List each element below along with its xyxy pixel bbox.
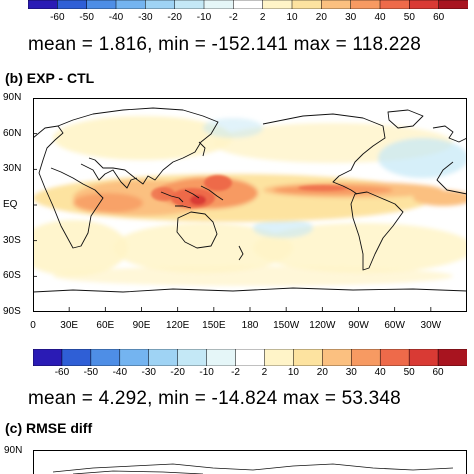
lon-tick-label: 120E bbox=[165, 320, 190, 331]
colorbar-tick-label: 2 bbox=[261, 367, 268, 378]
panel-b-stats: mean = 4.292, min = -14.824 max = 53.348 bbox=[28, 388, 401, 409]
colorbar-segment bbox=[90, 349, 121, 366]
colorbar-segment bbox=[409, 0, 440, 9]
colorbar-tick-label: 40 bbox=[374, 12, 386, 23]
colorbar-segment bbox=[291, 0, 322, 9]
lon-tick-label: 90W bbox=[348, 320, 369, 331]
lon-tick-label: 30W bbox=[420, 320, 442, 331]
colorbar-tick-label: -2 bbox=[231, 367, 240, 378]
colorbar-tick-label: -30 bbox=[138, 12, 153, 23]
colorbar-segment bbox=[437, 349, 467, 366]
colorbar-segment bbox=[235, 349, 266, 366]
colorbar-tick-label: 50 bbox=[403, 12, 415, 23]
map-panel-b bbox=[33, 98, 467, 312]
lon-tick-label: 30E bbox=[60, 320, 79, 331]
colorbar-segment bbox=[293, 349, 323, 366]
colorbar-tick-label: -40 bbox=[108, 12, 124, 23]
colorbar-tick-label: -30 bbox=[141, 367, 156, 378]
lat-tick-label: EQ bbox=[3, 199, 18, 210]
colorbar-top bbox=[28, 0, 468, 9]
colorbar-tick-label: 50 bbox=[403, 367, 415, 378]
colorbar-tick-label: 40 bbox=[374, 367, 386, 378]
colorbar-segment bbox=[61, 349, 92, 366]
colorbar-tick-label: -50 bbox=[79, 12, 94, 23]
colorbar-tick-label: 60 bbox=[432, 367, 444, 378]
colorbar-segment bbox=[379, 349, 410, 366]
colorbar-tick-label: 30 bbox=[345, 367, 357, 378]
lon-tick-label: 150W bbox=[273, 320, 300, 331]
lat-tick-label: 30N bbox=[3, 163, 22, 175]
panel-c-lat-label: 90N bbox=[4, 445, 23, 456]
colorbar-tick-label: 30 bbox=[345, 12, 357, 23]
colorbar-tick-label: -10 bbox=[196, 12, 212, 23]
colorbar-segment bbox=[322, 349, 352, 366]
colorbar-segment bbox=[206, 349, 237, 366]
colorbar-tick-label: -40 bbox=[112, 367, 128, 378]
lat-tick-label: 30S bbox=[3, 234, 21, 246]
colorbar-segment bbox=[115, 0, 146, 9]
colorbar-tick-label: -50 bbox=[83, 367, 99, 378]
map-panel-c bbox=[33, 450, 467, 474]
colorbar-tick-label: -20 bbox=[167, 12, 182, 23]
colorbar-tick-label: 60 bbox=[433, 12, 445, 23]
colorbar-segment bbox=[264, 349, 294, 366]
colorbar-segment bbox=[119, 349, 150, 366]
colorbar-tick-label: -60 bbox=[54, 367, 70, 378]
colorbar-segment bbox=[86, 0, 117, 9]
colorbar-segment bbox=[57, 0, 88, 9]
anomaly-field-light bbox=[33, 116, 467, 286]
panel-a-stats: mean = 1.816, min = -152.141 max = 118.2… bbox=[28, 34, 422, 55]
colorbar-segment bbox=[351, 349, 381, 366]
panel-b-title: (b) EXP - CTL bbox=[5, 70, 95, 86]
colorbar-segment bbox=[262, 0, 293, 9]
colorbar-segment bbox=[350, 0, 381, 9]
colorbar-bottom bbox=[33, 349, 467, 366]
colorbar-tick-label: 10 bbox=[286, 12, 298, 23]
lon-tick-label: 180 bbox=[241, 320, 259, 331]
colorbar-tick-label: -20 bbox=[170, 367, 185, 378]
lat-tick-label: 90S bbox=[3, 306, 21, 317]
colorbar-segment bbox=[177, 349, 208, 366]
coastlines bbox=[33, 107, 467, 293]
lon-tick-label: 0 bbox=[30, 320, 36, 331]
colorbar-segment bbox=[438, 0, 468, 9]
colorbar-segment bbox=[408, 349, 439, 366]
colorbar-tick-label: 20 bbox=[315, 12, 327, 23]
lat-tick-label: 90N bbox=[3, 92, 22, 103]
colorbar-segment bbox=[321, 0, 352, 9]
lon-tick-label: 120W bbox=[309, 320, 336, 331]
colorbar-tick-label: 20 bbox=[316, 367, 328, 378]
colorbar-segment bbox=[233, 0, 264, 9]
colorbar-segment bbox=[203, 0, 234, 9]
lon-tick-label: 90E bbox=[132, 320, 151, 331]
colorbar-segment bbox=[174, 0, 205, 9]
colorbar-segment bbox=[379, 0, 410, 9]
colorbar-tick-label: -2 bbox=[228, 12, 238, 23]
colorbar-segment bbox=[145, 0, 176, 9]
lon-tick-label: 60W bbox=[384, 320, 405, 331]
panel-c-title: (c) RMSE diff bbox=[5, 420, 93, 436]
colorbar-tick-label: 2 bbox=[259, 12, 266, 23]
lat-tick-label: 60S bbox=[3, 270, 21, 282]
colorbar-tick-label: -10 bbox=[199, 367, 214, 378]
colorbar-tick-label: -60 bbox=[50, 12, 65, 23]
colorbar-segment bbox=[33, 349, 63, 366]
colorbar-tick-label: 10 bbox=[287, 367, 299, 378]
colorbar-segment bbox=[148, 349, 179, 366]
lat-tick-label: 60N bbox=[3, 127, 22, 139]
anomaly-field-maxima bbox=[151, 175, 348, 208]
colorbar-segment bbox=[28, 0, 58, 9]
lon-tick-label: 60E bbox=[96, 320, 115, 331]
lon-tick-label: 150E bbox=[202, 320, 226, 331]
